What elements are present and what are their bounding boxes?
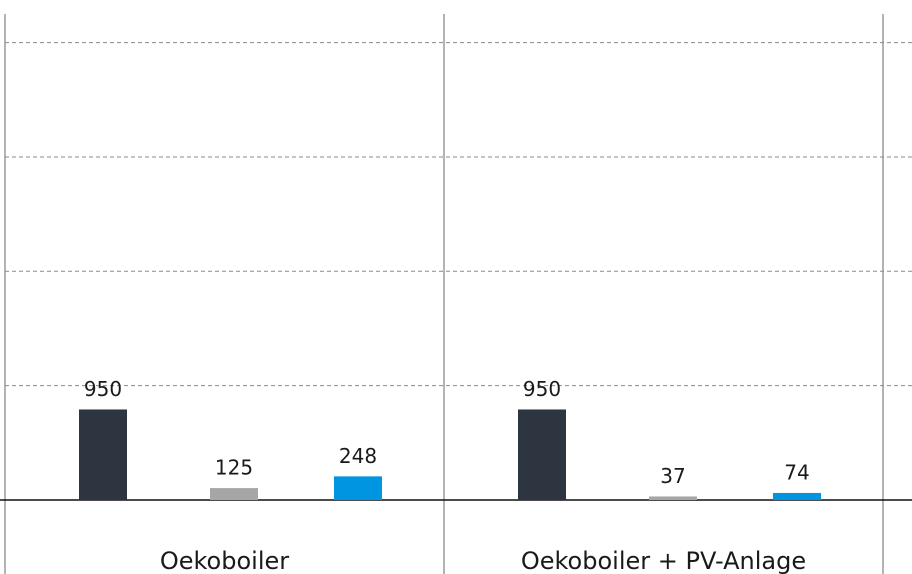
bar	[210, 488, 258, 500]
value-label: 248	[339, 444, 377, 468]
value-label: 950	[523, 377, 561, 401]
value-label: 74	[784, 460, 809, 484]
bar	[773, 492, 821, 500]
value-label: 37	[660, 464, 685, 488]
bar	[649, 496, 697, 500]
category-label: Oekoboiler + PV-Anlage	[521, 547, 806, 574]
value-label: 125	[215, 456, 253, 480]
bar	[79, 409, 127, 500]
bar	[334, 476, 382, 500]
category-label: Oekoboiler	[160, 547, 289, 574]
value-label: 950	[84, 377, 122, 401]
bar	[518, 409, 566, 500]
